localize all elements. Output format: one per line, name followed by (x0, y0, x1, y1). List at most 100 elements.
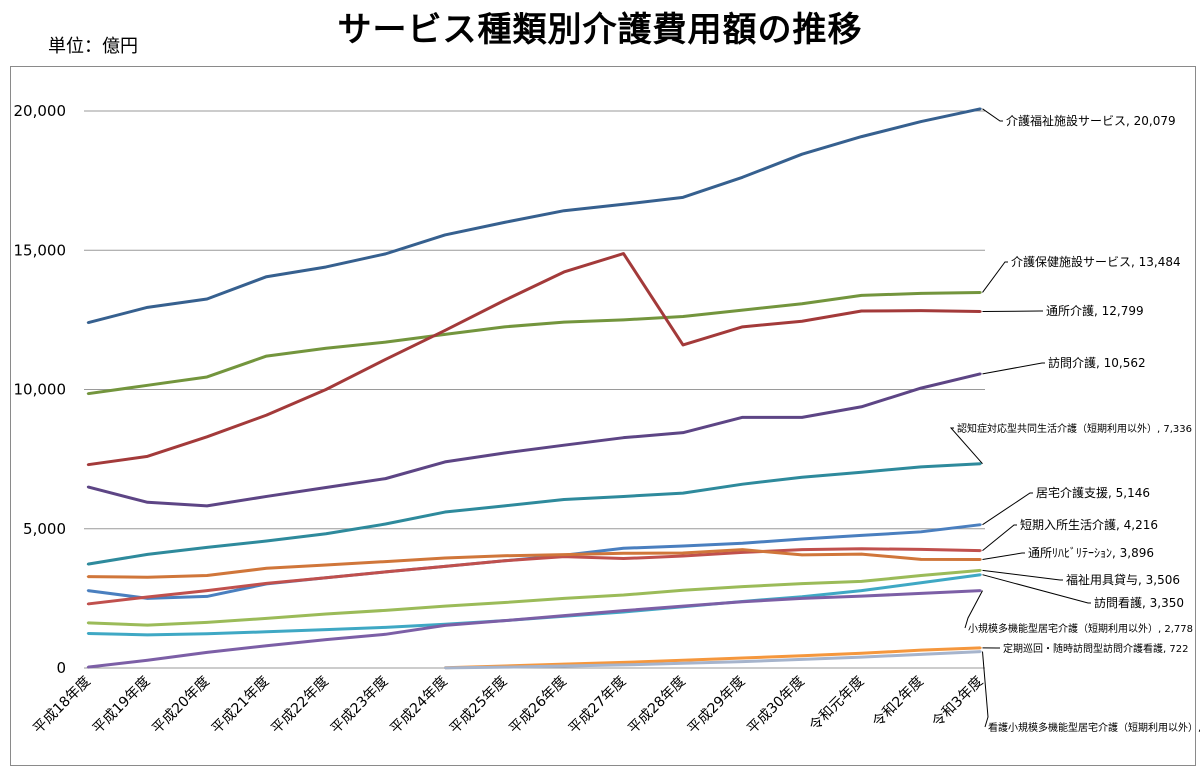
data-point (741, 325, 744, 329)
data-point (562, 320, 566, 324)
data-point (741, 542, 744, 545)
data-point (860, 655, 863, 659)
x-tick-label: 平成28年度 (625, 674, 689, 738)
data-point (443, 666, 447, 670)
data-point (205, 651, 209, 654)
data-point (265, 630, 268, 633)
data-point (503, 504, 506, 508)
data-point (503, 221, 506, 224)
data-point (562, 614, 566, 617)
data-point (86, 575, 90, 578)
data-point (324, 576, 328, 579)
data-point (800, 658, 804, 661)
data-point (205, 595, 209, 598)
data-point (800, 597, 804, 600)
data-point (622, 252, 625, 255)
data-point (741, 176, 744, 179)
series-line (87, 589, 981, 669)
data-point (205, 621, 209, 624)
data-point (622, 203, 625, 206)
data-point (860, 589, 863, 592)
series-line (87, 252, 981, 467)
data-point (800, 582, 804, 585)
data-point (681, 196, 685, 199)
data-point (86, 602, 90, 606)
data-point (562, 444, 566, 447)
data-point (860, 594, 863, 598)
data-label: 介護保健施設サービス, 13,484 (1011, 254, 1181, 269)
data-point (979, 558, 982, 561)
data-point (979, 573, 982, 576)
data-point (324, 388, 328, 391)
data-point (205, 589, 209, 592)
data-point (681, 662, 685, 665)
data-point (979, 462, 982, 465)
data-point (443, 624, 447, 627)
data-point (324, 628, 328, 631)
data-point (800, 654, 804, 657)
data-point (860, 471, 863, 474)
data-point (800, 537, 804, 541)
data-point (146, 595, 149, 599)
data-point (919, 386, 923, 390)
data-point (384, 522, 387, 526)
data-point (860, 309, 863, 313)
data-point (681, 431, 685, 434)
data-point (681, 659, 685, 662)
data-point (265, 539, 268, 543)
data-point (146, 455, 149, 458)
data-point (979, 372, 982, 376)
leader-line (982, 492, 1033, 526)
data-point (622, 663, 625, 667)
data-point (681, 343, 685, 347)
data-point (443, 556, 447, 560)
data-label: 定期巡回・随時訪問型訪問介護看護, 722 (1003, 642, 1188, 655)
data-point (979, 523, 982, 526)
data-label: 居宅介護支援, 5,146 (1036, 485, 1150, 500)
data-point (622, 609, 625, 612)
x-tick-label: 平成29年度 (685, 674, 749, 738)
data-point (919, 653, 923, 656)
x-tick-label: 平成26年度 (506, 674, 570, 738)
data-point (681, 315, 685, 318)
data-point (562, 498, 566, 501)
data-point (86, 621, 90, 625)
data-point (681, 544, 685, 548)
data-point (324, 532, 328, 535)
data-point (741, 656, 744, 660)
data-point (265, 275, 268, 278)
data-point (741, 548, 744, 551)
data-point (622, 318, 625, 322)
data-point (860, 552, 863, 556)
x-tick-label: 平成23年度 (328, 674, 392, 738)
data-point (800, 548, 804, 551)
data-label: 小規模多機能型居宅介護（短期利用以外）, 2,778 (968, 622, 1193, 635)
data-label: 介護福祉施設サービス, 20,079 (1006, 113, 1176, 128)
data-point (384, 609, 387, 612)
data-point (860, 294, 863, 297)
data-point (979, 291, 982, 294)
data-point (919, 648, 923, 652)
series-line (87, 573, 981, 637)
x-tick-label: 平成24年度 (387, 674, 451, 738)
series-line (87, 290, 981, 396)
series-line (444, 646, 981, 670)
data-point (979, 646, 982, 650)
data-point (324, 638, 328, 641)
data-point (146, 633, 149, 637)
data-point (919, 558, 923, 561)
leader-line (982, 362, 1045, 375)
x-tick-label: 平成30年度 (744, 674, 808, 738)
data-label: 通所介護, 12,799 (1046, 303, 1144, 318)
data-label: 福祉用具貸与, 3,506 (1066, 572, 1180, 587)
data-point (443, 565, 447, 568)
series-line (87, 107, 981, 325)
data-point (324, 612, 328, 616)
data-point (503, 451, 506, 455)
y-tick-label: 10,000 (14, 381, 67, 399)
data-point (919, 465, 923, 469)
data-point (86, 392, 90, 395)
data-point (384, 340, 387, 344)
data-point (265, 354, 268, 358)
